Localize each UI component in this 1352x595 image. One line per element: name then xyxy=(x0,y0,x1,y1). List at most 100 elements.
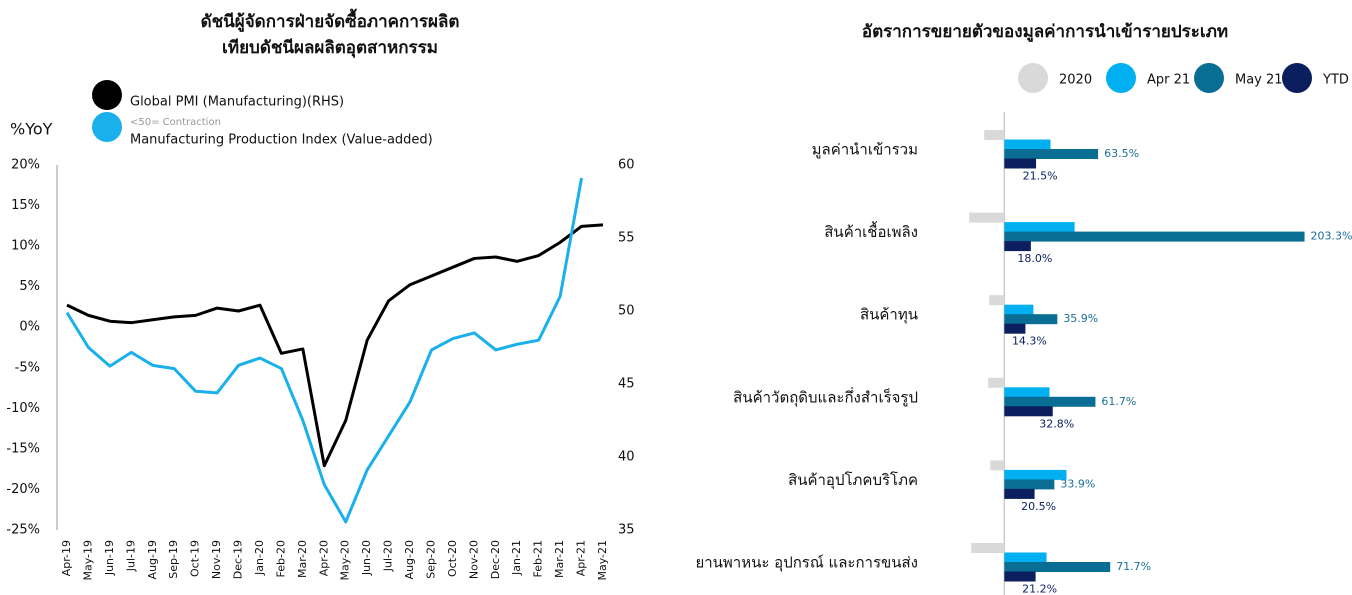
x-tick-label: Sep-20 xyxy=(424,540,437,579)
value-label: 71.7% xyxy=(1116,560,1151,573)
x-tick-label: Jan-20 xyxy=(253,540,266,576)
value-label: 14.3% xyxy=(1012,335,1047,348)
x-tick-label: Jul-19 xyxy=(124,540,137,572)
legend-label: May 21 xyxy=(1235,73,1283,88)
value-label: 61.7% xyxy=(1101,395,1136,408)
category-label: สินค้าอุปโภคบริโภค xyxy=(788,471,918,490)
y-tick-label: 0% xyxy=(19,320,40,335)
category-label: ยานพาหนะ อุปกรณ์ และการขนส่ง xyxy=(695,554,918,573)
bar xyxy=(1004,231,1305,242)
chart-title: เทียบดัชนีผลผลิตอุตสาหกรรม xyxy=(222,37,438,58)
value-label: 203.3% xyxy=(1311,230,1352,243)
x-tick-label: Jan-21 xyxy=(510,540,523,576)
x-tick-label: Jun-20 xyxy=(360,540,373,576)
y2-tick-label: 50 xyxy=(618,304,635,319)
line-series xyxy=(65,177,584,524)
x-tick-label: Mar-20 xyxy=(296,540,309,578)
bar xyxy=(1004,241,1031,252)
bar xyxy=(988,377,1005,388)
value-label: 21.5% xyxy=(1023,170,1058,183)
y-tick-label: -15% xyxy=(6,441,40,456)
annotation: <50= Contraction xyxy=(130,117,221,128)
bar xyxy=(1004,396,1096,407)
bar xyxy=(1004,222,1075,233)
chart-title: ดัชนีผู้จัดการฝ่ายจัดซื้อภาคการผลิต xyxy=(201,8,460,33)
x-tick-label: May-19 xyxy=(81,540,94,581)
legend-swatch xyxy=(1106,63,1136,93)
x-tick-label: Apr-21 xyxy=(575,540,588,576)
x-tick-label: Oct-19 xyxy=(189,540,202,577)
value-label: 33.9% xyxy=(1060,477,1095,490)
bar xyxy=(1004,571,1036,582)
bar xyxy=(1004,562,1111,572)
x-tick-label: Aug-20 xyxy=(403,540,416,579)
x-tick-label: Aug-19 xyxy=(146,540,159,579)
category-label: มูลค่านำเข้ารวม xyxy=(812,141,918,159)
y-axis-label: %YoY xyxy=(10,120,53,139)
x-tick-label: Feb-20 xyxy=(274,540,287,577)
bar xyxy=(1004,139,1051,150)
bar xyxy=(1004,387,1050,398)
category-label: สินค้าทุน xyxy=(860,306,918,325)
y2-tick-label: 45 xyxy=(618,377,635,392)
bar xyxy=(1004,158,1037,169)
legend-label: Apr 21 xyxy=(1147,73,1190,88)
bar xyxy=(1004,488,1035,499)
y-tick-label: -25% xyxy=(6,523,40,538)
value-label: 20.5% xyxy=(1021,500,1056,513)
bar xyxy=(969,212,1005,223)
category-label: สินค้าวัตถุดิบและกึ่งสำเร็จรูป xyxy=(733,386,918,407)
bar xyxy=(1004,149,1099,159)
y2-tick-label: 60 xyxy=(618,158,635,173)
x-tick-label: Mar-21 xyxy=(553,540,566,578)
x-tick-label: Nov-19 xyxy=(210,540,223,579)
line-series xyxy=(66,223,604,468)
y-tick-label: -10% xyxy=(6,401,40,416)
value-label: 18.0% xyxy=(1017,252,1052,265)
legend-swatch xyxy=(92,80,122,110)
category-label: สินค้าเชื้อเพลิง xyxy=(824,221,918,241)
value-label: 63.5% xyxy=(1104,147,1139,160)
bar xyxy=(1004,469,1067,480)
bar xyxy=(1004,479,1055,490)
y2-tick-label: 40 xyxy=(618,450,635,465)
legend-label: Global PMI (Manufacturing)(RHS) xyxy=(130,95,344,110)
y-tick-label: 5% xyxy=(19,279,40,294)
value-label: 35.9% xyxy=(1063,312,1098,325)
bar xyxy=(1004,314,1058,325)
x-tick-label: May-20 xyxy=(339,540,352,581)
x-tick-label: Nov-20 xyxy=(467,540,480,579)
legend-swatch xyxy=(1194,63,1224,93)
y-tick-label: 10% xyxy=(11,239,40,254)
bar xyxy=(1004,323,1026,334)
x-tick-label: Dec-20 xyxy=(489,540,502,579)
y-tick-label: 20% xyxy=(11,158,40,173)
x-tick-label: Apr-19 xyxy=(60,540,73,576)
x-tick-label: Jul-20 xyxy=(382,540,395,572)
x-tick-label: May-21 xyxy=(596,540,609,581)
value-label: 21.2% xyxy=(1022,583,1057,595)
y-tick-label: -5% xyxy=(15,360,40,375)
legend-label: YTD xyxy=(1322,73,1349,88)
x-tick-label: Dec-19 xyxy=(232,540,245,579)
y2-tick-label: 55 xyxy=(618,231,635,246)
legend-swatch xyxy=(1018,63,1048,93)
y-tick-label: -20% xyxy=(6,482,40,497)
bar xyxy=(1004,406,1053,417)
bar xyxy=(971,543,1005,553)
legend-swatch xyxy=(92,112,122,142)
y-tick-label: 15% xyxy=(11,198,40,213)
bar xyxy=(1004,304,1034,315)
x-tick-label: Sep-19 xyxy=(167,540,180,579)
x-tick-label: Apr-20 xyxy=(317,540,330,576)
legend-label: 2020 xyxy=(1059,73,1092,88)
bar xyxy=(989,295,1005,306)
x-tick-label: Feb-21 xyxy=(532,540,545,577)
legend-label: Manufacturing Production Index (Value-ad… xyxy=(130,133,433,148)
legend-swatch xyxy=(1282,63,1312,93)
value-label: 32.8% xyxy=(1039,417,1074,430)
bar xyxy=(1004,552,1047,563)
bar xyxy=(984,130,1005,140)
bar xyxy=(990,460,1005,471)
